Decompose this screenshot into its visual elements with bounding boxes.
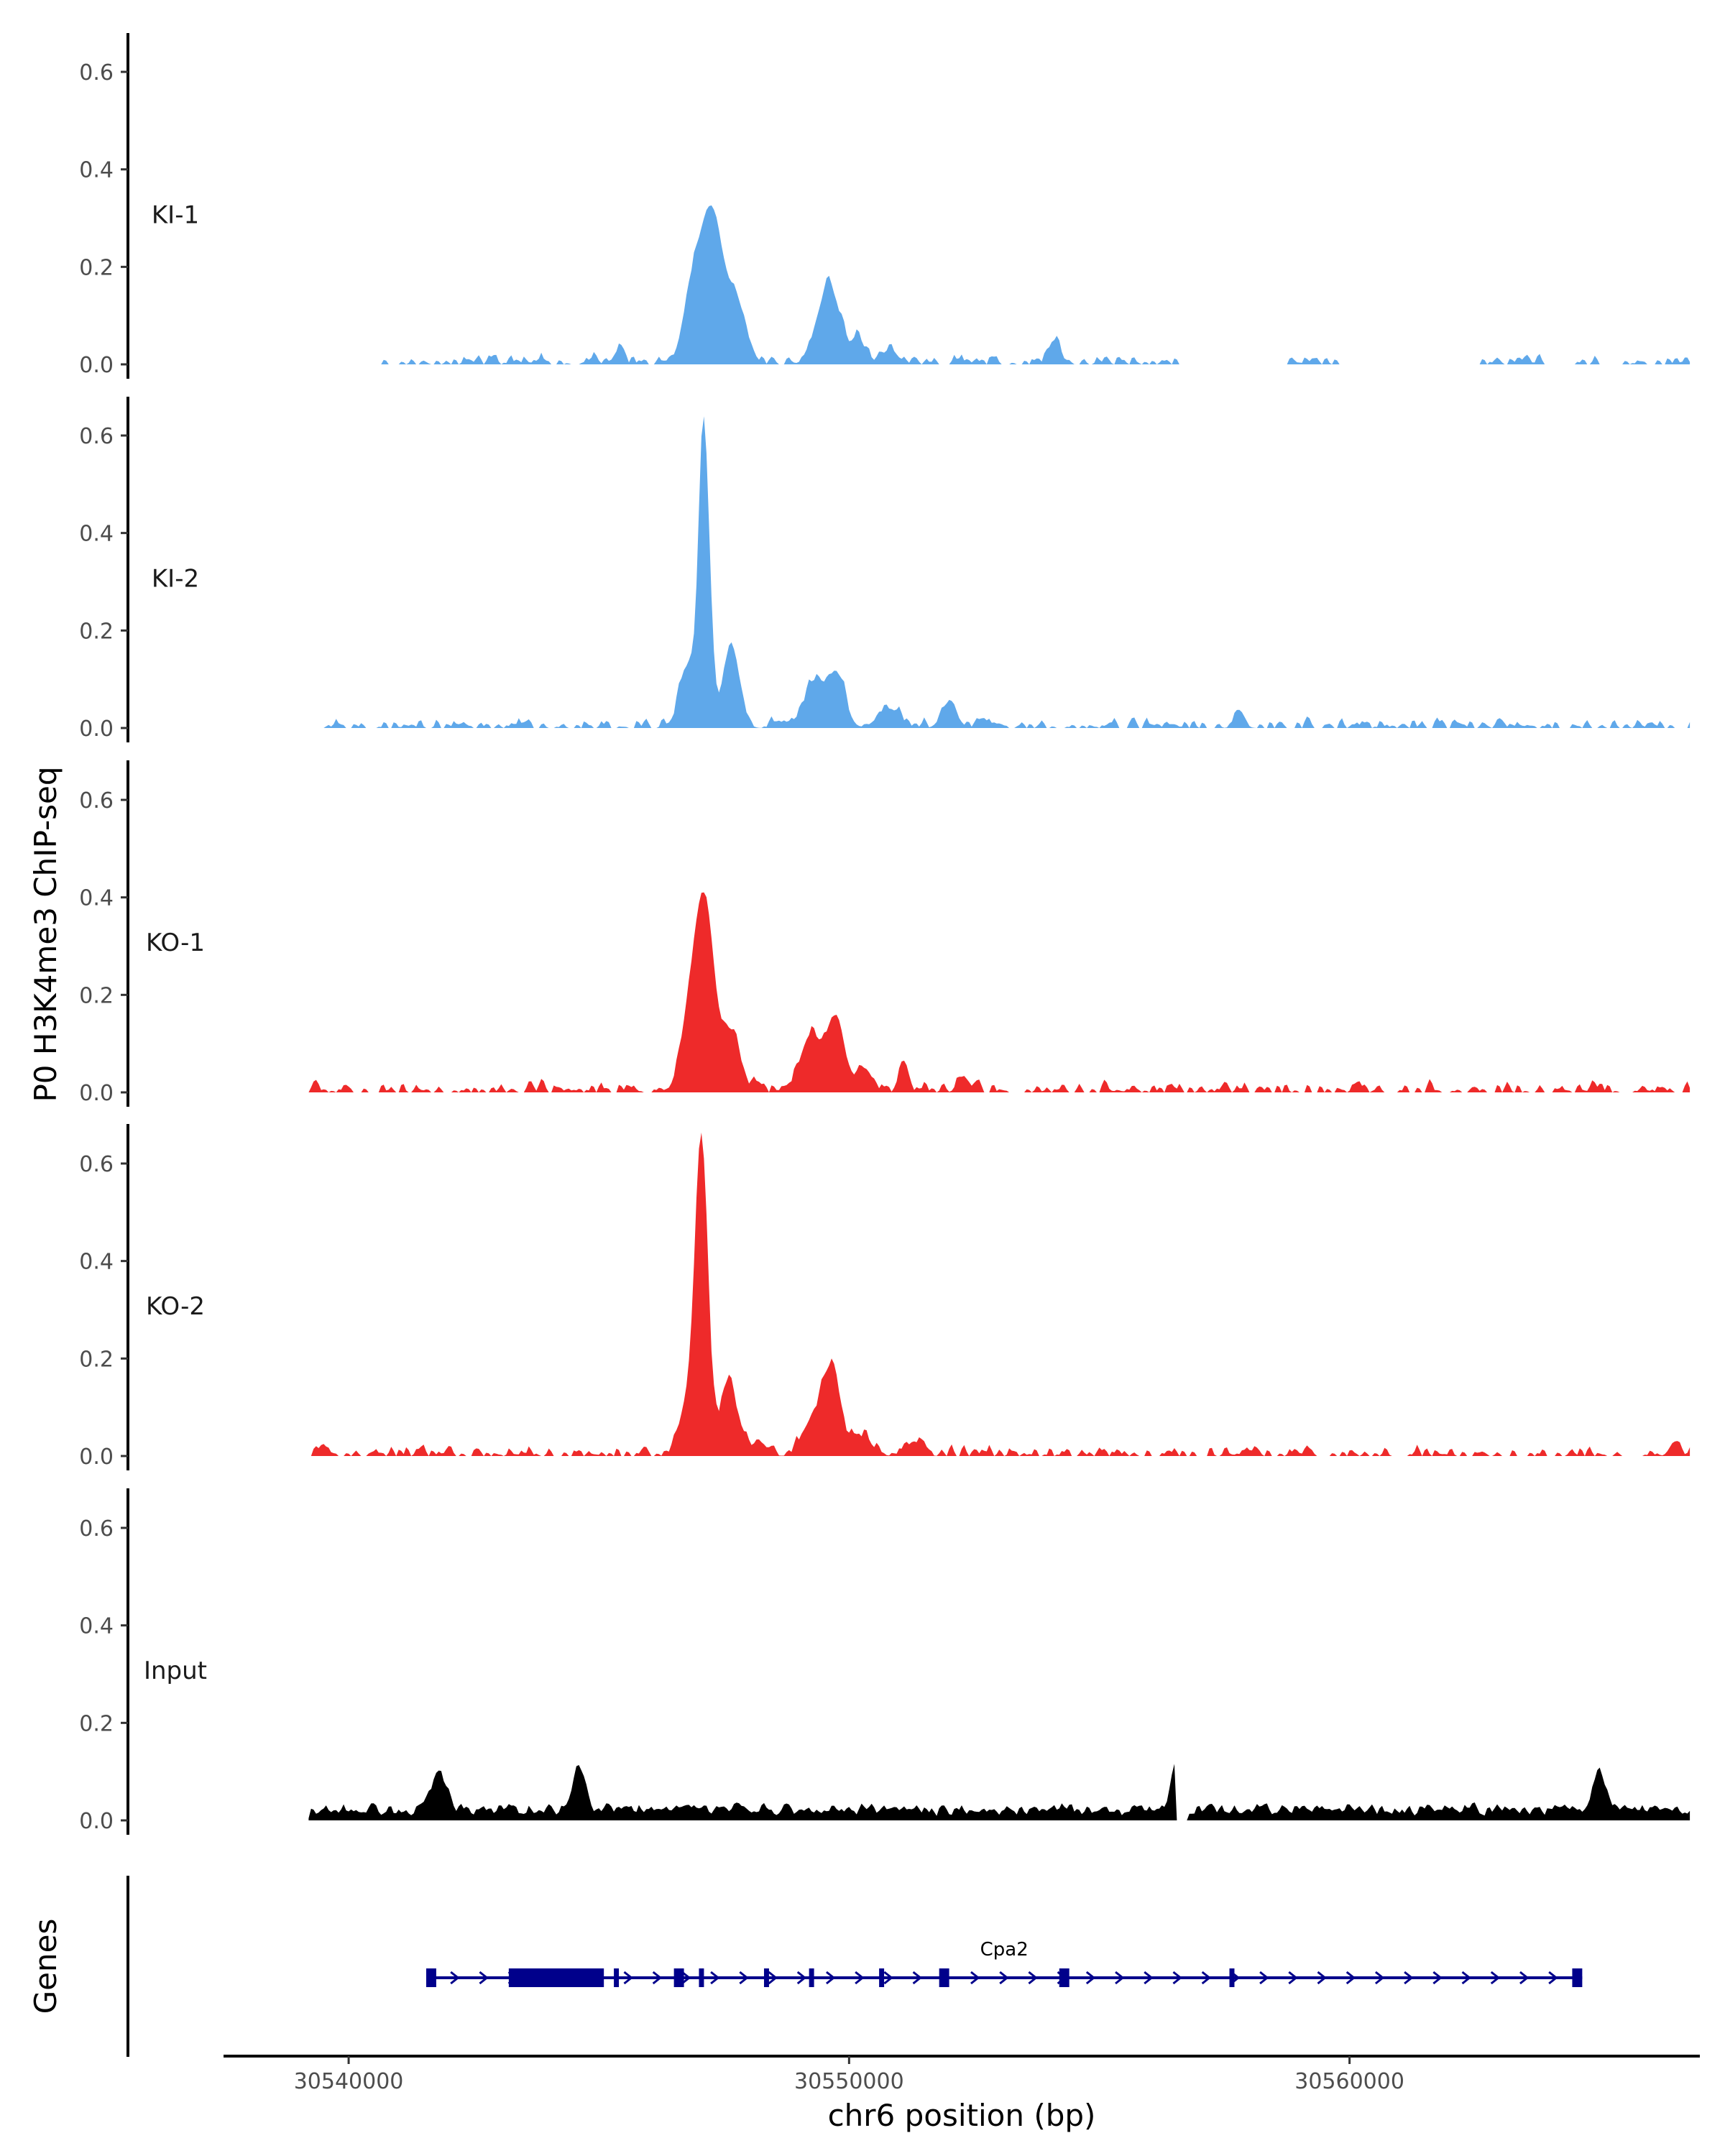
y-tick-label: 0.6: [79, 1516, 114, 1542]
y-tick-label: 0.4: [79, 1250, 114, 1275]
strand-arrow: [1201, 1971, 1212, 1985]
strand-arrow: [710, 1971, 720, 1985]
gene-exon: [673, 1968, 684, 1987]
y-tick-label: 0.4: [79, 1614, 114, 1639]
strand-arrow: [1172, 1971, 1182, 1985]
track-input: 0.0 0.2 0.4 0.6 Input: [79, 1488, 1690, 1835]
y-tick-label: 0.2: [79, 1347, 114, 1372]
gene-track: Genes Cpa2: [28, 1876, 1583, 2057]
track-ki-1: 0.0 0.2 0.4 0.6 KI-1: [79, 33, 1690, 379]
strand-arrow: [739, 1971, 749, 1985]
strand-arrow: [970, 1971, 980, 1985]
gene-exon: [809, 1968, 814, 1987]
y-axis-title: P0 H3K4me3 ChIP-seq: [28, 766, 63, 1102]
chip-seq-tracks: 0.00.20.40.6KI-10.00.20.40.6KI-20.00.20.…: [79, 33, 1690, 1835]
strand-arrow: [883, 1971, 893, 1985]
strand-arrow: [1519, 1971, 1530, 1985]
x-tick-label: 30540000: [294, 2069, 404, 2094]
track-label-ko-2: KO-2: [146, 1292, 205, 1321]
genes-axis-title: Genes: [28, 1919, 63, 2014]
y-tick-label: 0.4: [79, 886, 114, 911]
y-tick-label: 0.0: [79, 1809, 114, 1834]
y-tick-label: 0.6: [79, 1152, 114, 1177]
strand-arrow: [999, 1971, 1009, 1985]
gene-exon: [426, 1968, 436, 1987]
gene-exon: [1059, 1968, 1070, 1987]
x-tick-label: 30560000: [1294, 2069, 1404, 2094]
gene-exon: [879, 1968, 885, 1987]
strand-arrow: [623, 1971, 633, 1985]
x-tick-label: 30550000: [794, 2069, 904, 2094]
signal-area-input: [308, 1764, 1690, 1820]
gene-exon: [614, 1968, 620, 1987]
gene-name-label: Cpa2: [980, 1939, 1029, 1961]
x-axis: chr6 position (bp) 30540000 30550000 30560…: [224, 2055, 1700, 2133]
y-tick-label: 0.0: [79, 1081, 114, 1106]
strand-arrow: [1085, 1971, 1096, 1985]
y-tick-label: 0.4: [79, 158, 114, 183]
y-tick-label: 0.4: [79, 522, 114, 547]
track-label-ki-1: KI-1: [152, 201, 199, 230]
signal-area-ki-2: [308, 416, 1690, 728]
y-tick-label: 0.6: [79, 60, 114, 86]
strand-arrow: [1288, 1971, 1298, 1985]
strand-arrow: [1259, 1971, 1269, 1985]
gene-exon: [1229, 1968, 1235, 1987]
strand-arrow: [681, 1971, 691, 1985]
gene-exon: [763, 1968, 769, 1987]
signal-area-ki-1: [373, 205, 1690, 364]
y-tick-label: 0.0: [79, 353, 114, 378]
strand-arrow: [1548, 1971, 1558, 1985]
y-tick-label: 0.2: [79, 255, 114, 280]
strand-arrow: [825, 1971, 836, 1985]
gene-model-cpa2: Cpa2: [426, 1939, 1583, 1987]
strand-arrow: [1490, 1971, 1501, 1985]
strand-arrow: [768, 1971, 778, 1985]
strand-arrow: [450, 1971, 460, 1985]
y-tick-label: 0.0: [79, 717, 114, 742]
track-label-ko-1: KO-1: [146, 929, 205, 957]
gene-exon: [1572, 1968, 1583, 1987]
gene-exon: [939, 1968, 949, 1987]
y-tick-label: 0.2: [79, 1711, 114, 1736]
strand-arrow: [1374, 1971, 1385, 1985]
y-tick-label: 0.6: [79, 788, 114, 814]
x-axis-title: chr6 position (bp): [828, 2098, 1096, 2133]
strand-arrow: [912, 1971, 922, 1985]
strand-arrow: [1115, 1971, 1125, 1985]
strand-arrow: [1432, 1971, 1443, 1985]
track-label-input: Input: [144, 1657, 207, 1685]
track-label-ki-2: KI-2: [152, 565, 199, 594]
strand-arrow: [1028, 1971, 1038, 1985]
strand-arrow: [1404, 1971, 1414, 1985]
track-ko-2: 0.0 0.2 0.4 0.6 KO-2: [79, 1124, 1690, 1470]
strand-arrow: [1461, 1971, 1471, 1985]
signal-area-ko-2: [308, 1132, 1690, 1456]
y-tick-label: 0.6: [79, 424, 114, 449]
signal-area-ko-1: [308, 892, 1690, 1092]
gene-exon: [508, 1968, 604, 1987]
gene-exon: [699, 1968, 704, 1987]
track-ko-1: 0.0 0.2 0.4 0.6 KO-1: [79, 760, 1690, 1107]
strand-arrow: [1144, 1971, 1154, 1985]
strand-arrow: [796, 1971, 807, 1985]
y-tick-label: 0.2: [79, 619, 114, 644]
y-tick-label: 0.2: [79, 983, 114, 1008]
strand-arrow: [855, 1971, 865, 1985]
y-tick-label: 0.0: [79, 1445, 114, 1470]
strand-arrow: [479, 1971, 489, 1985]
strand-arrow: [1317, 1971, 1327, 1985]
strand-arrow: [1346, 1971, 1356, 1985]
strand-arrow: [652, 1971, 663, 1985]
track-ki-2: 0.0 0.2 0.4 0.6 KI-2: [79, 397, 1690, 742]
